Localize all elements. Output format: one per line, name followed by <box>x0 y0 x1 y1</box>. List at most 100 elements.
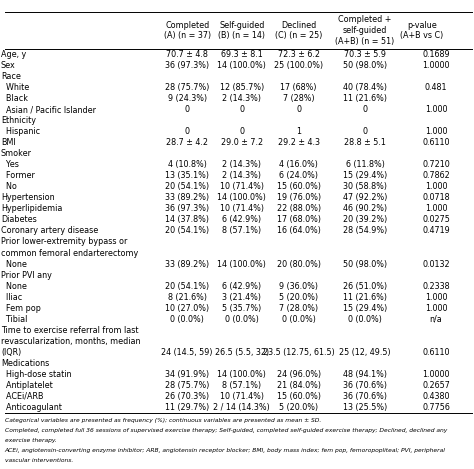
Text: 15 (60.0%): 15 (60.0%) <box>277 392 320 401</box>
Text: 0.2338: 0.2338 <box>422 281 450 291</box>
Text: 20 (54.1%): 20 (54.1%) <box>165 281 210 291</box>
Text: 0.4719: 0.4719 <box>422 227 450 235</box>
Text: 0.481: 0.481 <box>425 83 447 92</box>
Text: 28 (75.7%): 28 (75.7%) <box>165 381 210 390</box>
Text: 6 (42.9%): 6 (42.9%) <box>222 215 261 225</box>
Text: 0.0275: 0.0275 <box>422 215 450 225</box>
Text: Completed, completed full 36 sessions of supervised exercise therapy; Self-guide: Completed, completed full 36 sessions of… <box>5 428 447 433</box>
Text: 24 (14.5, 59): 24 (14.5, 59) <box>162 348 213 356</box>
Text: 0: 0 <box>239 106 244 114</box>
Text: 0: 0 <box>239 128 244 136</box>
Text: 13 (25.5%): 13 (25.5%) <box>343 403 387 412</box>
Text: Diabetes: Diabetes <box>1 215 36 225</box>
Text: 28 (75.7%): 28 (75.7%) <box>165 83 210 92</box>
Text: Hyperlipidemia: Hyperlipidemia <box>1 204 62 213</box>
Text: Coronary artery disease: Coronary artery disease <box>1 227 98 235</box>
Text: 4 (16.0%): 4 (16.0%) <box>279 160 318 169</box>
Text: 13 (35.1%): 13 (35.1%) <box>165 171 209 181</box>
Text: Black: Black <box>1 94 28 103</box>
Text: Iliac: Iliac <box>1 293 22 302</box>
Text: 69.3 ± 8.1: 69.3 ± 8.1 <box>221 50 263 59</box>
Text: Prior lower-extremity bypass or: Prior lower-extremity bypass or <box>1 237 128 247</box>
Text: Categorical variables are presented as frequency (%); continuous variables are p: Categorical variables are presented as f… <box>5 418 321 424</box>
Text: Asian / Pacific Islander: Asian / Pacific Islander <box>1 106 96 114</box>
Text: 0: 0 <box>363 106 367 114</box>
Text: 9 (24.3%): 9 (24.3%) <box>168 94 207 103</box>
Text: BMI: BMI <box>1 138 16 147</box>
Text: 48 (94.1%): 48 (94.1%) <box>343 370 387 378</box>
Text: 3 (21.4%): 3 (21.4%) <box>222 293 261 302</box>
Text: 10 (71.4%): 10 (71.4%) <box>220 392 264 401</box>
Text: 72.3 ± 6.2: 72.3 ± 6.2 <box>278 50 319 59</box>
Text: 8 (57.1%): 8 (57.1%) <box>222 227 261 235</box>
Text: 14 (100.0%): 14 (100.0%) <box>217 370 266 378</box>
Text: None: None <box>1 281 27 291</box>
Text: 1.000: 1.000 <box>425 293 447 302</box>
Text: Sex: Sex <box>1 61 16 70</box>
Text: 26 (70.3%): 26 (70.3%) <box>165 392 210 401</box>
Text: 21 (84.0%): 21 (84.0%) <box>277 381 320 390</box>
Text: Tibial: Tibial <box>1 315 27 324</box>
Text: 2 (14.3%): 2 (14.3%) <box>222 171 261 181</box>
Text: 20 (54.1%): 20 (54.1%) <box>165 182 210 191</box>
Text: 10 (27.0%): 10 (27.0%) <box>165 303 210 312</box>
Text: 4 (10.8%): 4 (10.8%) <box>168 160 207 169</box>
Text: Declined
(C) (n = 25): Declined (C) (n = 25) <box>275 21 322 40</box>
Text: Time to exercise referral from last: Time to exercise referral from last <box>1 325 138 334</box>
Text: 1.000: 1.000 <box>425 128 447 136</box>
Text: 6 (42.9%): 6 (42.9%) <box>222 281 261 291</box>
Text: 5 (20.0%): 5 (20.0%) <box>279 403 318 412</box>
Text: 17 (68%): 17 (68%) <box>280 83 317 92</box>
Text: 30 (58.8%): 30 (58.8%) <box>343 182 387 191</box>
Text: 15 (29.4%): 15 (29.4%) <box>343 303 387 312</box>
Text: 70.3 ± 5.9: 70.3 ± 5.9 <box>344 50 386 59</box>
Text: Age, y: Age, y <box>1 50 26 59</box>
Text: Yes: Yes <box>1 160 19 169</box>
Text: n/a: n/a <box>430 315 442 324</box>
Text: 0.1689: 0.1689 <box>422 50 450 59</box>
Text: 14 (100.0%): 14 (100.0%) <box>217 193 266 203</box>
Text: 10 (71.4%): 10 (71.4%) <box>220 182 264 191</box>
Text: 36 (70.6%): 36 (70.6%) <box>343 381 387 390</box>
Text: 0.4380: 0.4380 <box>422 392 450 401</box>
Text: 36 (97.3%): 36 (97.3%) <box>165 61 210 70</box>
Text: 0.6110: 0.6110 <box>422 348 450 356</box>
Text: Ethnicity: Ethnicity <box>1 116 36 125</box>
Text: 0.6110: 0.6110 <box>422 138 450 147</box>
Text: 28.8 ± 5.1: 28.8 ± 5.1 <box>344 138 386 147</box>
Text: 0: 0 <box>185 106 190 114</box>
Text: 24 (96.0%): 24 (96.0%) <box>276 370 321 378</box>
Text: 14 (100.0%): 14 (100.0%) <box>217 61 266 70</box>
Text: 0: 0 <box>363 128 367 136</box>
Text: 47 (92.2%): 47 (92.2%) <box>343 193 387 203</box>
Text: 1.000: 1.000 <box>425 182 447 191</box>
Text: 40 (78.4%): 40 (78.4%) <box>343 83 387 92</box>
Text: 46 (90.2%): 46 (90.2%) <box>343 204 387 213</box>
Text: vascular interventions.: vascular interventions. <box>5 458 73 463</box>
Text: 0 (0.0%): 0 (0.0%) <box>225 315 259 324</box>
Text: 0.7210: 0.7210 <box>422 160 450 169</box>
Text: Completed +
self-guided
(A+B) (n = 51): Completed + self-guided (A+B) (n = 51) <box>335 15 394 46</box>
Text: Race: Race <box>1 72 21 81</box>
Text: 20 (39.2%): 20 (39.2%) <box>343 215 387 225</box>
Text: 7 (28.0%): 7 (28.0%) <box>279 303 318 312</box>
Text: 0.0132: 0.0132 <box>422 259 450 269</box>
Text: 50 (98.0%): 50 (98.0%) <box>343 61 387 70</box>
Text: 19 (76.0%): 19 (76.0%) <box>276 193 321 203</box>
Text: Hispanic: Hispanic <box>1 128 40 136</box>
Text: 26.5 (5.5, 32): 26.5 (5.5, 32) <box>215 348 269 356</box>
Text: 5 (20.0%): 5 (20.0%) <box>279 293 318 302</box>
Text: White: White <box>1 83 29 92</box>
Text: 0: 0 <box>185 128 190 136</box>
Text: 2 / 14 (14.3%): 2 / 14 (14.3%) <box>213 403 270 412</box>
Text: 0.7862: 0.7862 <box>422 171 450 181</box>
Text: 6 (11.8%): 6 (11.8%) <box>346 160 384 169</box>
Text: 36 (97.3%): 36 (97.3%) <box>165 204 210 213</box>
Text: 20 (80.0%): 20 (80.0%) <box>277 259 320 269</box>
Text: Antiplatelet: Antiplatelet <box>1 381 53 390</box>
Text: 7 (28%): 7 (28%) <box>283 94 314 103</box>
Text: revascularization, months, median: revascularization, months, median <box>1 337 140 346</box>
Text: 70.7 ± 4.8: 70.7 ± 4.8 <box>166 50 208 59</box>
Text: 0.7756: 0.7756 <box>422 403 450 412</box>
Text: 14 (100.0%): 14 (100.0%) <box>217 259 266 269</box>
